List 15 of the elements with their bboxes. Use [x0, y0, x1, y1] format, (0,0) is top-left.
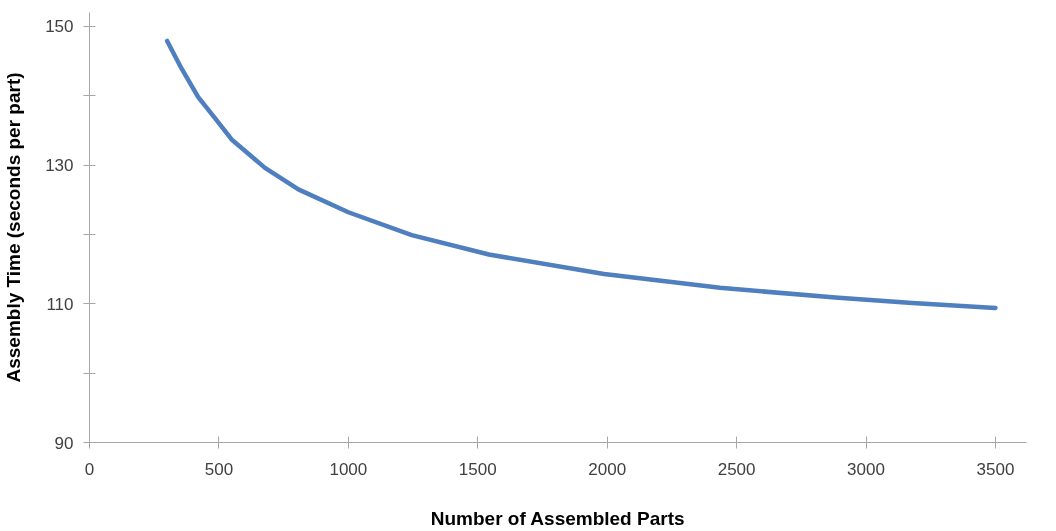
y-tick-label: 110 — [46, 294, 74, 314]
x-tick-label: 1000 — [329, 459, 368, 479]
x-tick-label: 500 — [204, 459, 234, 479]
x-tick-label: 2000 — [588, 459, 627, 479]
y-tick-label: 90 — [54, 433, 74, 453]
x-tick-label: 3500 — [976, 459, 1015, 479]
y-axis-title: Assembly Time (seconds per part) — [3, 72, 25, 383]
x-tick-label: 0 — [84, 459, 95, 479]
y-tick-label: 150 — [45, 17, 74, 37]
x-axis-title: Number of Assembled Parts — [430, 507, 685, 529]
x-tick-label: 2500 — [717, 459, 756, 479]
x-tick-label: 3000 — [847, 459, 885, 479]
y-tick-label: 130 — [45, 156, 74, 176]
line-series — [164, 38, 998, 311]
x-tick-label: 1500 — [458, 459, 497, 479]
